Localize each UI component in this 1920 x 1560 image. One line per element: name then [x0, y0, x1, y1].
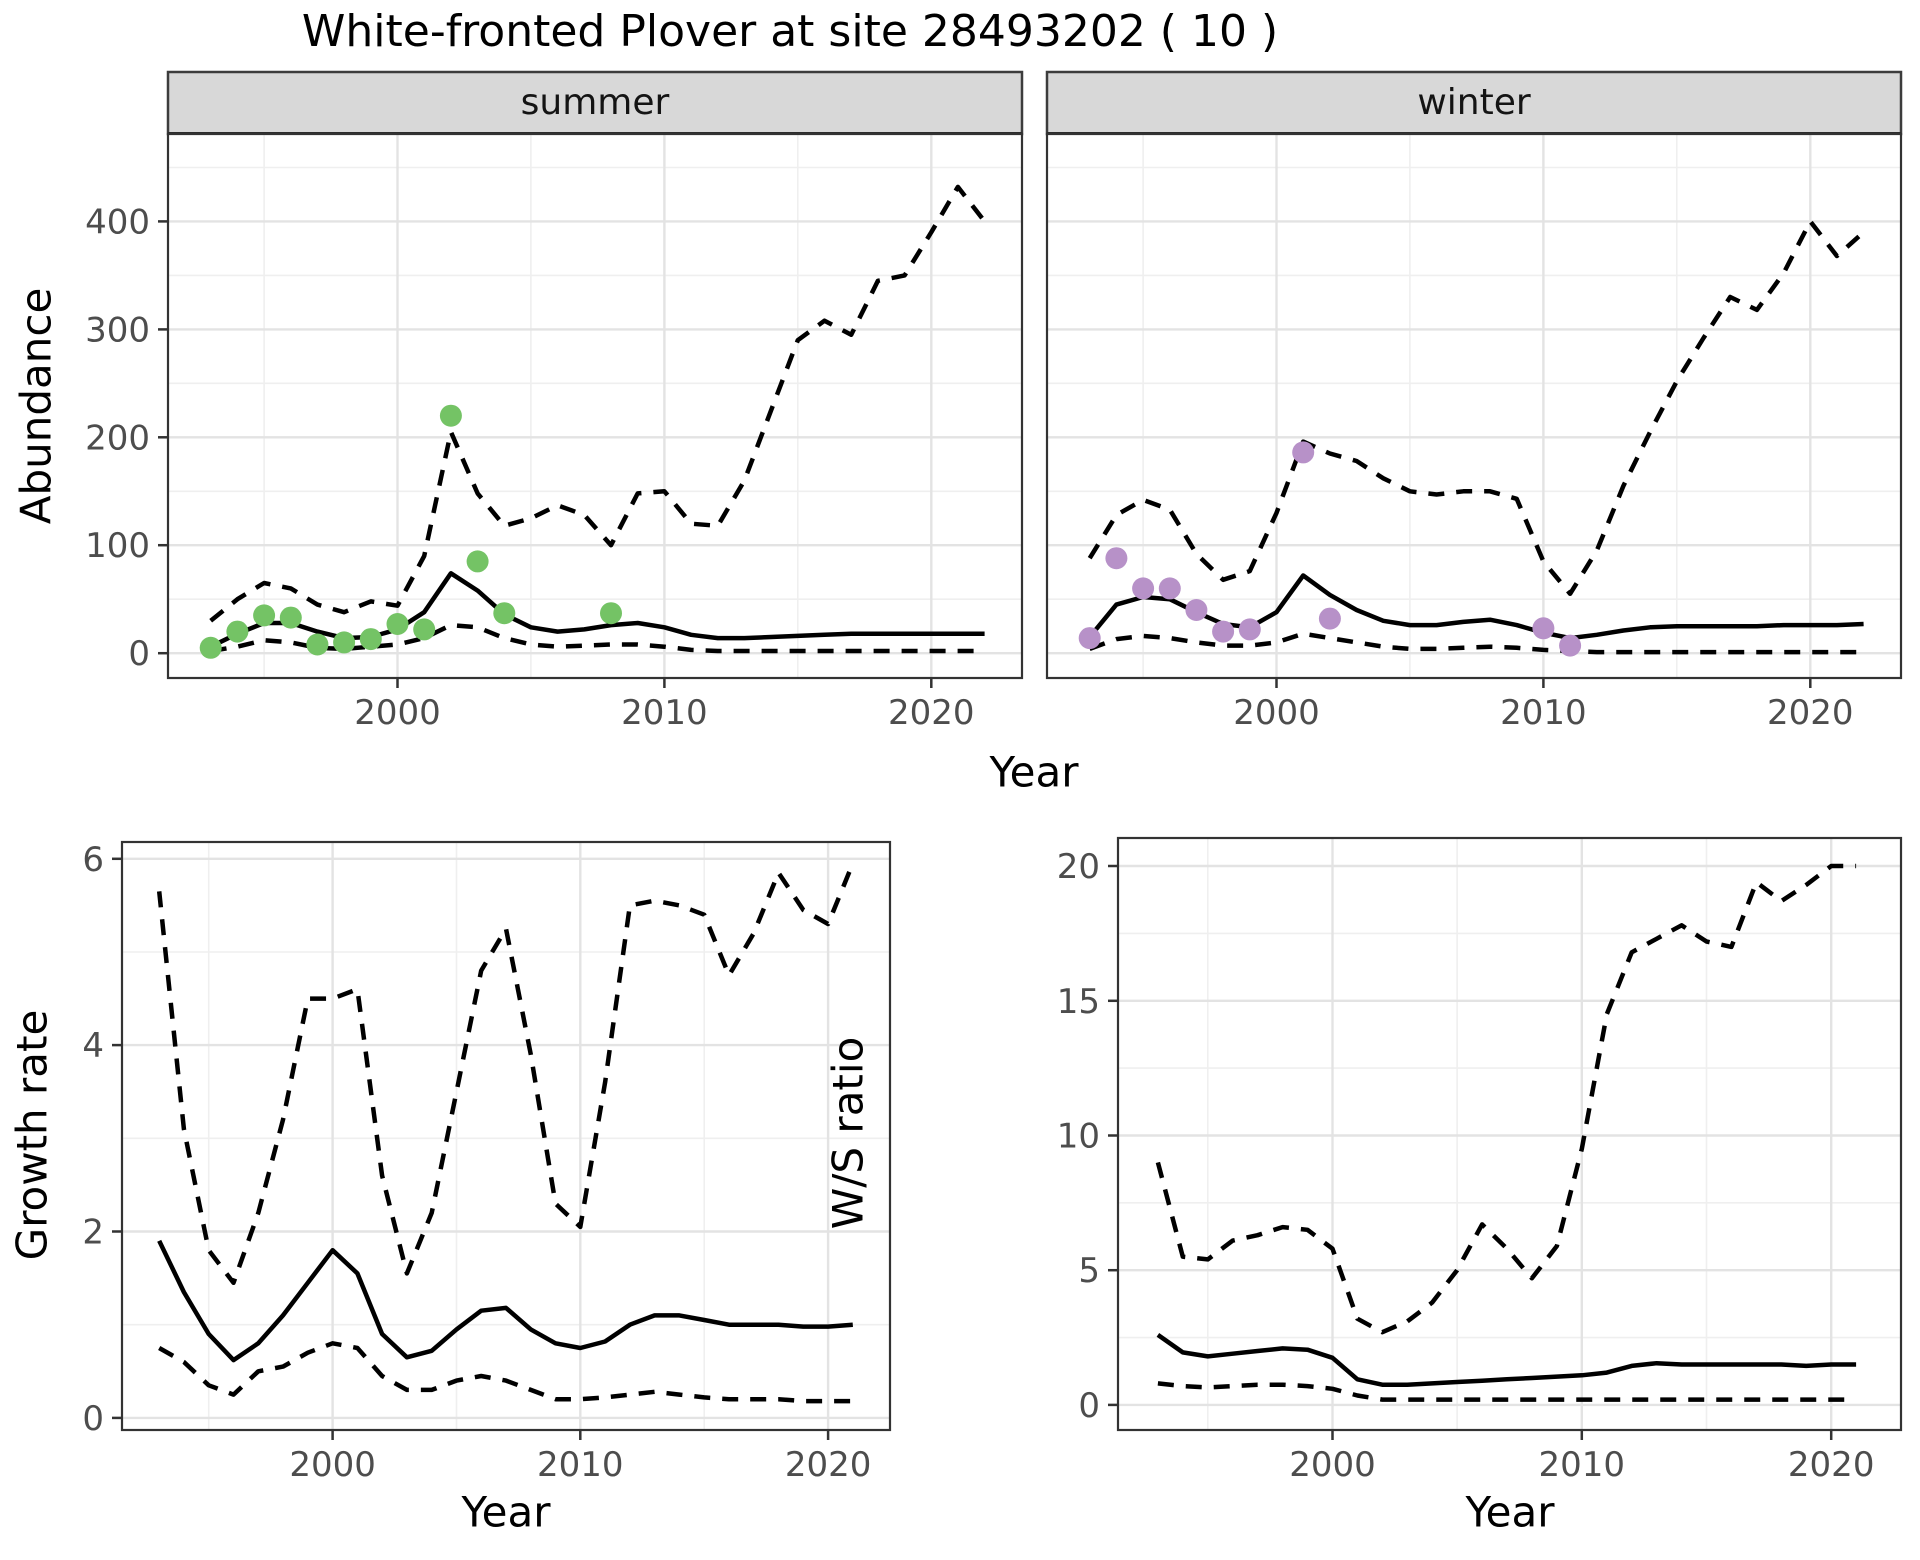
summer-x-tick-label: 2010 [621, 693, 708, 733]
facet-strip [166, 70, 1024, 136]
growth-x-tick-label: 2010 [537, 1445, 624, 1485]
facet-strip [1045, 70, 1903, 136]
growth-panel: 2000 2010 2020 0 2 4 6 [82, 840, 892, 1485]
year-axis-label-top: Year [989, 747, 1079, 797]
winter-observation-points [1078, 441, 1582, 657]
winter-panel: 2000 2010 2020 [1045, 70, 1903, 733]
winter-upper_ci-line [1087, 219, 1866, 597]
ws-x-tick-label: 2010 [1539, 1445, 1626, 1485]
growth-y-tick-label: 0 [82, 1399, 104, 1439]
growth-y-tick-label: 6 [82, 840, 104, 880]
summer-y-tick-label: 100 [85, 526, 150, 566]
summer-x-tick-label: 2000 [354, 693, 441, 733]
growth-x-tick-label: 2020 [785, 1445, 872, 1485]
growth-fitted-line [157, 1239, 853, 1363]
growth-upper_ci-line [156, 862, 855, 1286]
summer-y-tick-label: 200 [85, 418, 150, 458]
growth-x-tick-label: 2000 [289, 1445, 376, 1485]
ws-upper_ci-line [1155, 863, 1857, 1335]
ws-gridlines [1118, 838, 1901, 1430]
summer-upper_ci-line [209, 184, 987, 623]
ws-ratio-axis-label: W/S ratio [823, 1036, 873, 1230]
summer-panel: 2000 2010 2020 0 100 200 300 400 [85, 70, 1024, 733]
winter-x-tick-label: 2000 [1233, 693, 1320, 733]
winter-x-tick-label: 2020 [1767, 693, 1854, 733]
growth-lower_ci-line [158, 1341, 853, 1404]
ws-y-tick-label: 10 [1057, 1117, 1100, 1157]
ws-y-tick-label: 20 [1057, 847, 1100, 887]
year-axis-label-bottom-left: Year [461, 1487, 551, 1537]
facet-strip-label-summer: summer [520, 82, 670, 123]
summer-y-tick-label: 400 [85, 202, 150, 242]
summer-lower_ci-line [210, 622, 985, 654]
winter-lower_ci-line [1088, 631, 1864, 655]
summer-observation-points [199, 404, 622, 659]
ws-x-tick-label: 2000 [1289, 1445, 1376, 1485]
ws-lower_ci-line [1157, 1381, 1857, 1402]
ws-panel: 2000 2010 2020 0 5 10 15 20 [1057, 836, 1903, 1485]
winter-x-tick-label: 2010 [1500, 693, 1587, 733]
growth-y-tick-label: 4 [82, 1026, 104, 1066]
ws-y-tick-label: 5 [1078, 1251, 1100, 1291]
summer-y-tick-label: 0 [128, 634, 150, 674]
growth-rate-axis-label: Growth rate [7, 1009, 57, 1261]
summer-gridlines [168, 134, 1022, 678]
growth-y-tick-label: 2 [82, 1213, 104, 1253]
growth-gridlines [122, 842, 890, 1430]
abundance-axis-label: Abundance [11, 287, 61, 525]
ws-y-tick-label: 0 [1078, 1386, 1100, 1426]
summer-x-tick-label: 2020 [888, 693, 975, 733]
ws-x-tick-label: 2020 [1788, 1445, 1875, 1485]
year-axis-label-bottom-right: Year [1465, 1487, 1555, 1537]
ws-fitted-line [1156, 1333, 1857, 1387]
figure-title: White-fronted Plover at site 28493202 ( … [301, 6, 1279, 57]
ws-y-tick-label: 15 [1057, 982, 1100, 1022]
summer-y-tick-label: 300 [85, 310, 150, 350]
facet-strip-label-winter: winter [1417, 82, 1531, 123]
